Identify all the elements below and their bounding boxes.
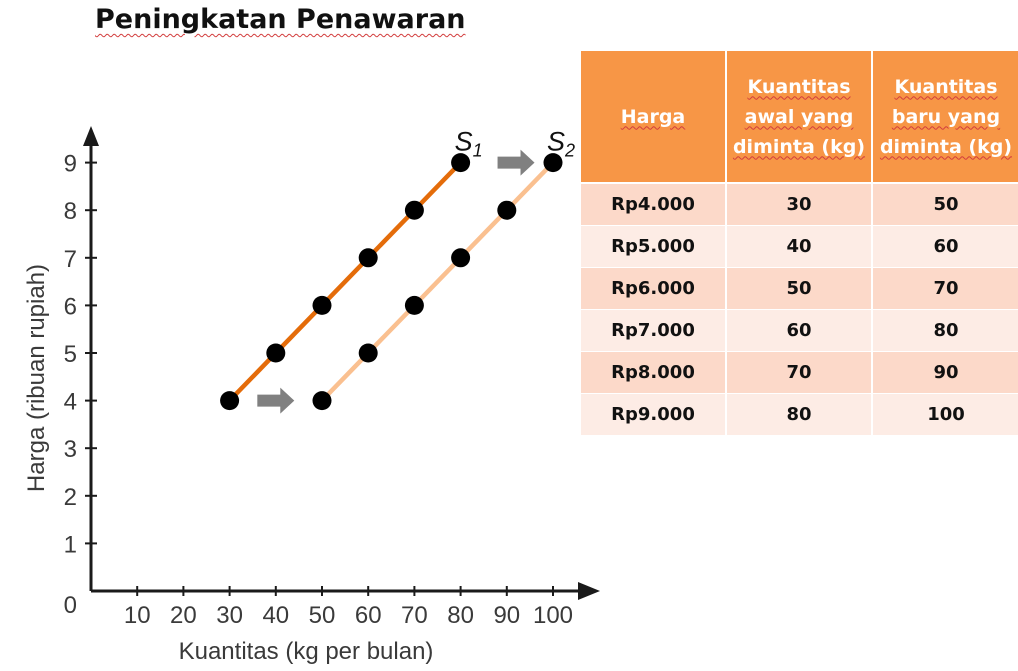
data-point-s1 xyxy=(358,248,378,268)
data-point-s1 xyxy=(312,295,332,315)
x-tick-label: 70 xyxy=(401,602,428,629)
cell-kuantitas-awal: 30 xyxy=(725,183,873,226)
series-line-1 xyxy=(227,161,463,403)
x-tick-label: 90 xyxy=(493,602,520,629)
data-point-s2 xyxy=(543,153,563,173)
y-tick-label: 3 xyxy=(64,436,77,463)
x-tick-label: 40 xyxy=(262,602,289,629)
cell-kuantitas-awal: 70 xyxy=(725,351,873,394)
table-row: Rp4.000 30 50 xyxy=(579,183,1018,226)
supply-chart: 10 20 30 40 50 60 70 80 90 1001234567890Kuantitas… xyxy=(23,126,600,665)
table-row: Rp9.000 80 100 xyxy=(579,393,1018,436)
cell-kuantitas-awal: 80 xyxy=(725,393,873,436)
table-row: Rp6.000 50 70 xyxy=(579,267,1018,310)
header-kuantitas-baru: Kuantitas baru yang diminta (kg) xyxy=(871,51,1018,184)
cell-kuantitas-awal: 60 xyxy=(725,309,873,352)
y-tick-label: 4 xyxy=(64,389,77,416)
header-kuantitas-awal: Kuantitas awal yang diminta (kg) xyxy=(725,51,873,184)
data-point-s1 xyxy=(404,200,424,220)
y-axis-label: Harga (ribuan rupiah) xyxy=(23,264,50,492)
cell-kuantitas-baru: 60 xyxy=(871,225,1018,268)
cell-harga: Rp6.000 xyxy=(579,267,727,310)
table-row: Rp7.000 60 80 xyxy=(579,309,1018,352)
y-axis-arrowhead xyxy=(83,126,99,146)
x-tick-label: 50 xyxy=(309,602,336,629)
data-point-s2 xyxy=(451,248,471,268)
cell-kuantitas-baru: 80 xyxy=(871,309,1018,352)
y-tick-label: 9 xyxy=(64,151,77,178)
series-line-2 xyxy=(320,161,555,403)
y-tick-label: 1 xyxy=(64,531,77,558)
data-point-s2 xyxy=(358,343,378,363)
cell-harga: Rp7.000 xyxy=(579,309,727,352)
x-tick-label: 60 xyxy=(355,602,382,629)
series-label-2: S2 xyxy=(547,127,575,161)
cell-kuantitas-baru: 90 xyxy=(871,351,1018,394)
data-point-s1 xyxy=(266,343,286,363)
y-tick-label: 6 xyxy=(64,293,77,320)
cell-harga: Rp4.000 xyxy=(579,183,727,226)
y-tick-label: 5 xyxy=(64,341,77,368)
cell-harga: Rp9.000 xyxy=(579,393,727,436)
cell-kuantitas-awal: 50 xyxy=(725,267,873,310)
x-tick-label: 80 xyxy=(447,602,474,629)
cell-kuantitas-baru: 70 xyxy=(871,267,1018,310)
x-tick-label: 20 xyxy=(170,602,197,629)
cell-kuantitas-awal: 40 xyxy=(725,225,873,268)
x-axis-arrowhead xyxy=(578,582,600,600)
data-point-s1 xyxy=(220,391,240,411)
shift-arrow-2 xyxy=(497,149,535,176)
cell-kuantitas-baru: 50 xyxy=(871,183,1018,226)
data-point-s2 xyxy=(497,200,517,220)
x-tick-label: 30 xyxy=(216,602,243,629)
cell-kuantitas-baru: 100 xyxy=(871,393,1018,436)
header-harga: Harga xyxy=(579,51,727,184)
y-tick-label: 8 xyxy=(64,198,77,225)
table-header-row: Harga Kuantitas awal yang diminta (kg) K… xyxy=(579,51,1018,184)
x-axis-label: Kuantitas (kg per bulan) xyxy=(179,638,434,665)
page-title: Peningkatan Penawaran xyxy=(95,4,466,35)
shift-arrow-1 xyxy=(257,387,295,414)
data-point-s2 xyxy=(312,391,332,411)
cell-harga: Rp8.000 xyxy=(579,351,727,394)
data-point-s1 xyxy=(451,153,471,173)
data-point-s2 xyxy=(404,295,424,315)
cell-harga: Rp5.000 xyxy=(579,225,727,268)
x-tick-label: 10 xyxy=(124,602,151,629)
table-row: Rp5.000 40 60 xyxy=(579,225,1018,268)
x-tick-label: 100 xyxy=(533,602,573,629)
table-row: Rp8.000 70 90 xyxy=(579,351,1018,394)
origin-label: 0 xyxy=(64,592,77,619)
y-tick-label: 7 xyxy=(64,246,77,273)
series-label-1: S1 xyxy=(455,127,483,161)
y-tick-label: 2 xyxy=(64,484,77,511)
supply-table: Harga Kuantitas awal yang diminta (kg) K… xyxy=(579,51,1018,436)
